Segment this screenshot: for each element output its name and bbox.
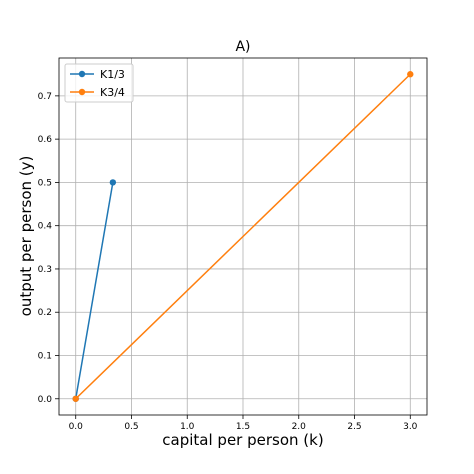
axis-ticks: 0.0 0.5 1.0 1.5 2.0 2.5 3.0 0.0 0.1 0.2 0.3 0.4 0.5 0… [38,92,418,432]
y-tick-label: 0.1 [38,352,52,362]
y-tick-label: 0.4 [38,222,53,232]
y-tick-label: 0.0 [38,395,53,405]
legend-label: K1/3 [100,68,125,81]
series-line [75,73,411,400]
series-line [74,182,114,399]
y-tick-label: 0.2 [38,308,52,318]
data-point [72,395,79,402]
chart-title: A) [235,39,250,55]
x-tick-label: 2.0 [292,422,307,432]
x-tick-label: 1.5 [236,422,250,432]
legend-label: K3/4 [100,86,125,99]
x-tick-label: 3.0 [403,422,418,432]
y-tick-label: 0.7 [38,92,52,102]
x-axis-label: capital per person (k) [162,431,323,449]
y-tick-label: 0.3 [38,265,52,275]
grid [59,58,427,415]
y-tick-label: 0.6 [38,135,53,145]
data-point [109,179,117,186]
series-0 [72,179,117,402]
legend-marker [78,70,86,78]
y-tick-label: 0.5 [38,178,52,188]
data-point [407,71,414,78]
legend-marker [78,88,86,96]
y-axis-label: output per person (y) [17,156,35,317]
x-tick-label: 0.0 [69,422,84,432]
series-1 [72,71,414,402]
x-tick-label: 2.5 [347,422,361,432]
x-tick-label: 0.5 [124,422,138,432]
x-tick-label: 1.0 [180,422,195,432]
legend: K1/3 K3/4 [64,63,134,103]
series-layer [72,71,414,402]
